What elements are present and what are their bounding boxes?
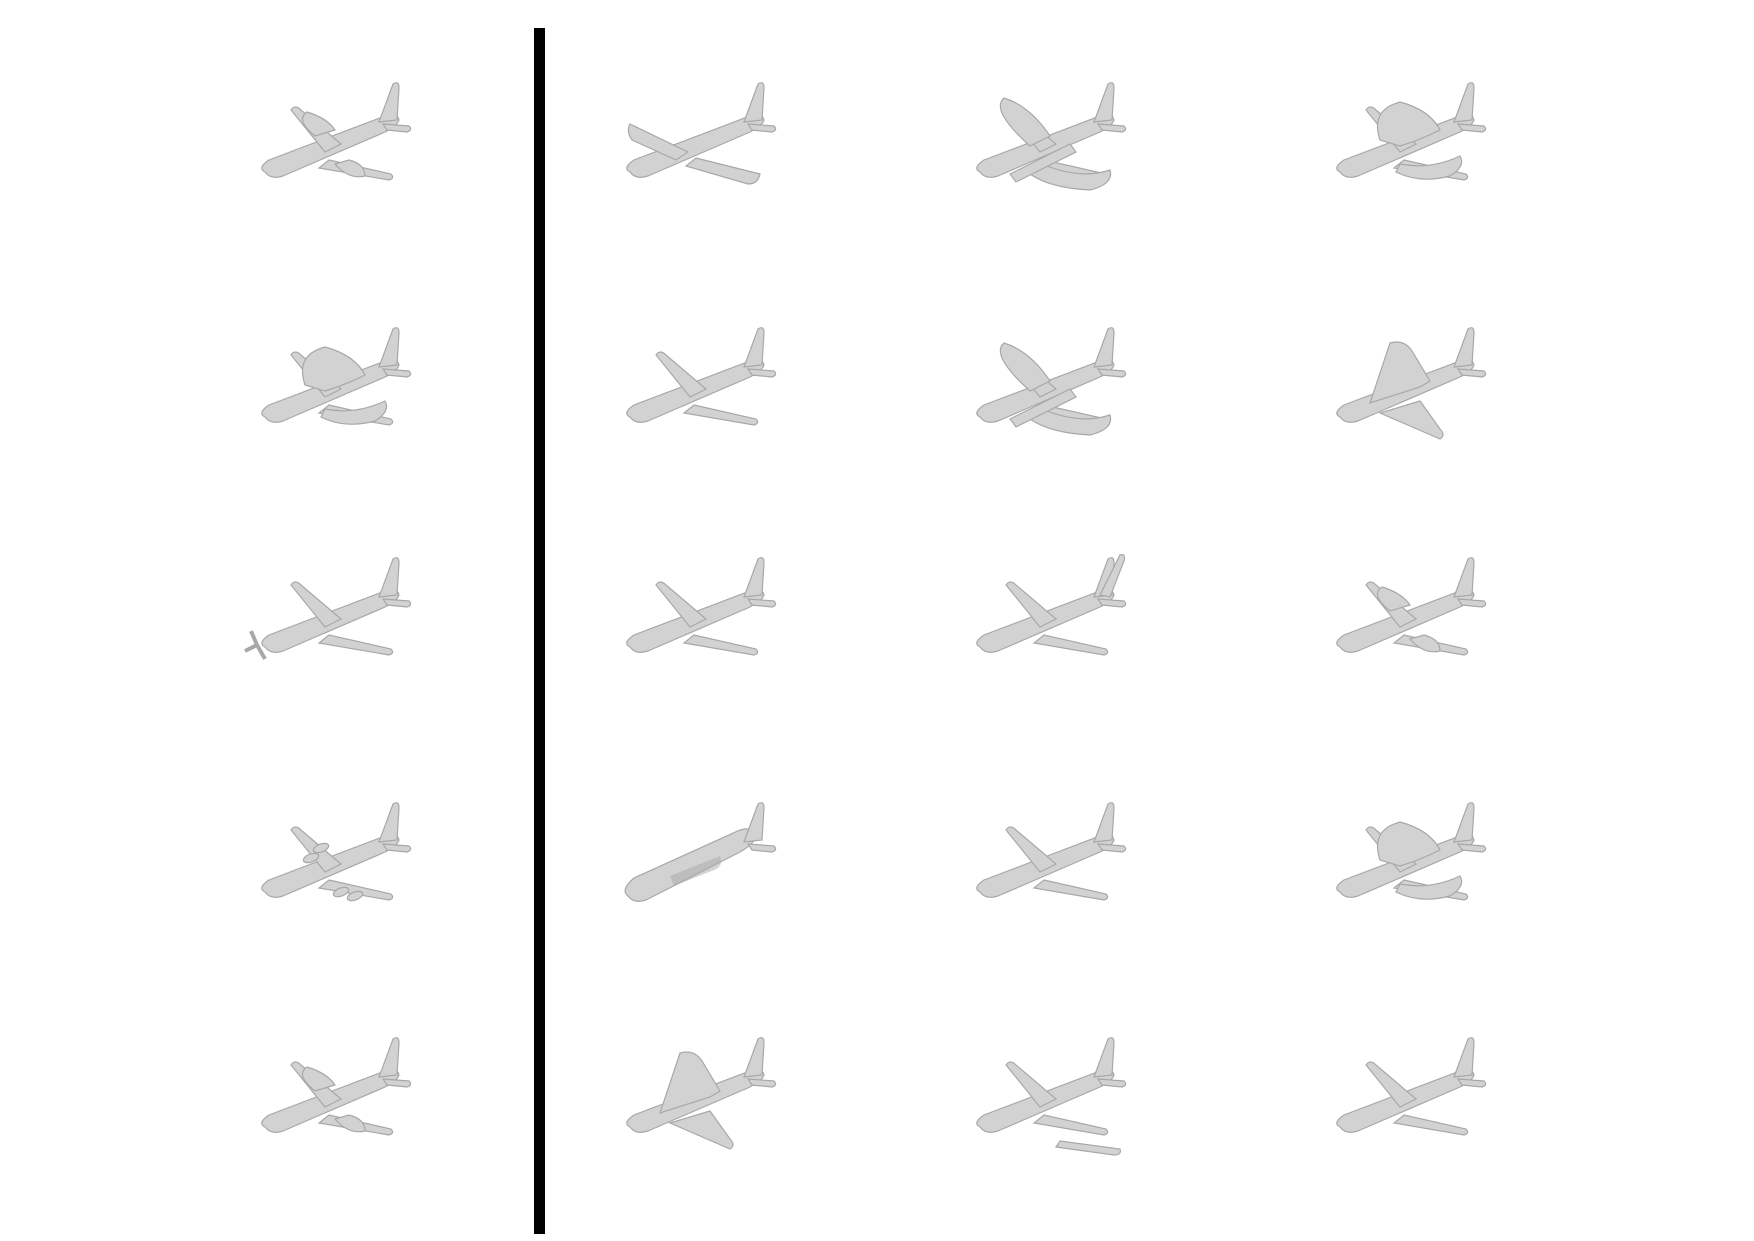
grid-plane-3-1 bbox=[626, 557, 777, 656]
grid-plane-2-3 bbox=[1336, 327, 1487, 440]
left-plane-3 bbox=[244, 557, 412, 660]
grid-plane-5-3 bbox=[1336, 1037, 1487, 1136]
grid-plane-3-2 bbox=[976, 554, 1127, 656]
grid-plane-4-2 bbox=[976, 802, 1127, 901]
grid-plane-2-2 bbox=[976, 327, 1127, 436]
grid-plane-5-1 bbox=[626, 1037, 777, 1150]
grid-plane-1-3 bbox=[1336, 82, 1487, 181]
grid-plane-4-3 bbox=[1336, 802, 1487, 901]
grid-plane-2-1 bbox=[626, 327, 777, 426]
left-plane-4 bbox=[261, 802, 412, 902]
column-divider bbox=[534, 28, 545, 1234]
left-plane-5 bbox=[261, 1037, 412, 1136]
grid-plane-1-2 bbox=[976, 82, 1127, 191]
left-plane-2 bbox=[261, 327, 412, 426]
grid-plane-5-2 bbox=[976, 1037, 1127, 1156]
grid-plane-1-1 bbox=[626, 82, 777, 185]
grid-plane-4-1 bbox=[624, 802, 777, 902]
grid-plane-3-3 bbox=[1336, 557, 1487, 656]
left-plane-1 bbox=[261, 82, 412, 181]
